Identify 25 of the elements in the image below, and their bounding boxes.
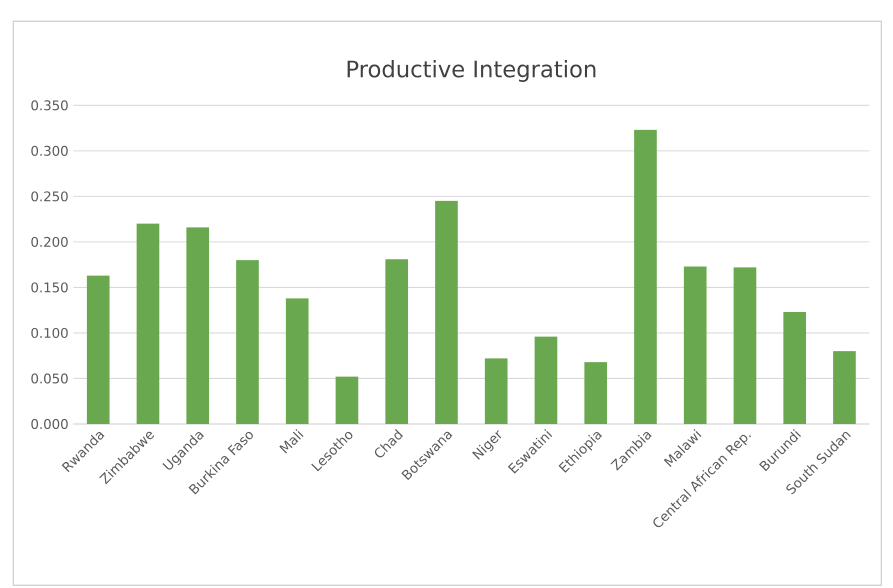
y-tick-label: 0.100	[31, 328, 68, 338]
bar	[186, 227, 210, 424]
chart-title: Productive Integration	[348, 60, 596, 82]
bar	[286, 298, 309, 424]
y-tick-label: 0.150	[31, 282, 68, 292]
y-tick-label: 0.350	[31, 100, 68, 110]
bar	[684, 266, 707, 424]
bar	[534, 336, 558, 424]
bar	[236, 260, 259, 424]
bar	[435, 200, 458, 424]
bar	[336, 376, 358, 424]
y-tick-label: 0.300	[31, 146, 68, 156]
bar	[136, 224, 160, 424]
bar	[385, 259, 408, 424]
bar	[783, 312, 806, 424]
bar	[833, 351, 856, 424]
bar	[86, 276, 110, 424]
y-tick-label: 0.200	[31, 236, 68, 247]
y-tick-label: 0.050	[31, 373, 68, 384]
bar	[634, 130, 657, 424]
bar	[734, 267, 756, 424]
y-tick-label: 0.250	[31, 191, 68, 202]
y-tick-label: 0.000	[31, 418, 68, 430]
bar	[584, 362, 608, 424]
bar	[484, 358, 508, 424]
